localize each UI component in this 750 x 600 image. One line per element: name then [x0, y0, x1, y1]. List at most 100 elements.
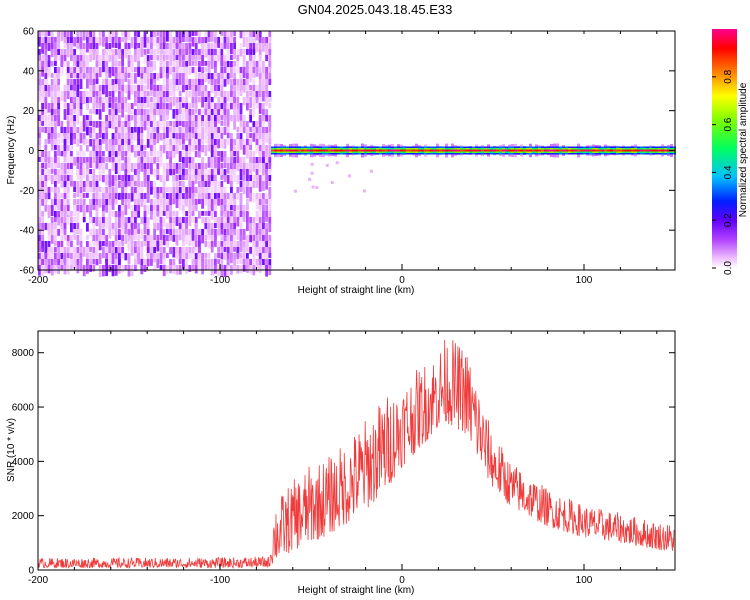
heatmap-noise-cell: [130, 235, 134, 245]
heatmap-noise-cell: [175, 163, 179, 171]
heatmap-noise-cell: [172, 223, 176, 230]
x-tick-label: -200: [28, 275, 48, 286]
heatmap-noise-cell: [194, 265, 198, 274]
heatmap-noise-cell: [268, 259, 272, 269]
heatmap-noise-cell: [217, 199, 220, 206]
heatmap-noise-cell: [182, 121, 185, 129]
heatmap-noise-cell: [105, 103, 108, 111]
heatmap-noise-cell: [79, 145, 83, 153]
heatmap-noise-cell: [246, 181, 249, 190]
heatmap-noise-cell: [150, 61, 153, 71]
heatmap-noise-cell: [79, 169, 83, 179]
heatmap-noise-cell: [191, 175, 195, 186]
heatmap-noise-cell: [95, 37, 99, 48]
heatmap-noise-cell: [223, 91, 227, 102]
heatmap-noise-cell: [268, 151, 272, 163]
heatmap-noise-cell: [166, 85, 169, 91]
heatmap-noise-cell: [194, 175, 198, 184]
heatmap-noise-cell: [124, 253, 128, 261]
heatmap-noise-cell: [166, 265, 169, 274]
heatmap-noise-cell: [137, 139, 140, 148]
heatmap-noise-cell: [194, 139, 198, 148]
heatmap-noise-cell: [265, 55, 268, 62]
heatmap-noise-cell: [127, 49, 131, 55]
heatmap-noise-cell: [50, 79, 54, 91]
heatmap-noise-cell: [191, 205, 195, 217]
heatmap-noise-cell: [127, 85, 131, 97]
heatmap-noise-cell: [153, 169, 156, 177]
heatmap-noise-cell: [175, 253, 179, 259]
heatmap-noise-cell: [143, 73, 147, 84]
heatmap-noise-cell: [146, 193, 150, 203]
heatmap-noise-cell: [156, 163, 160, 174]
heatmap-line-core: [388, 149, 391, 152]
heatmap-noise-cell: [217, 49, 220, 57]
heatmap-noise-cell: [41, 151, 44, 161]
heatmap-noise-cell: [188, 163, 192, 172]
heatmap-noise-cell: [63, 223, 67, 232]
heatmap-noise-cell: [47, 157, 51, 166]
heatmap-noise-cell: [210, 211, 214, 220]
heatmap-noise-cell: [137, 91, 140, 98]
heatmap-noise-cell: [265, 109, 268, 118]
heatmap-noise-cell: [137, 79, 140, 89]
heatmap-noise-cell: [70, 223, 73, 233]
x-tick-label: 100: [576, 275, 593, 286]
heatmap-noise-cell: [137, 61, 140, 73]
heatmap-noise-cell: [146, 241, 150, 251]
heatmap-sparse-cell: [325, 163, 329, 167]
heatmap-noise-cell: [124, 157, 128, 169]
heatmap-noise-cell: [268, 67, 272, 74]
heatmap-noise-cell: [220, 259, 224, 266]
heatmap-noise-cell: [210, 43, 214, 50]
heatmap-noise-cell: [143, 259, 147, 270]
heatmap-noise-cell: [156, 85, 160, 96]
heatmap-noise-cell: [98, 133, 102, 138]
heatmap-noise-cell: [153, 199, 156, 208]
heatmap-noise-cell: [108, 265, 112, 273]
heatmap-noise-cell: [57, 91, 60, 103]
heatmap-noise-cell: [239, 115, 243, 121]
heatmap-noise-cell: [258, 217, 262, 228]
heatmap-noise-cell: [220, 109, 224, 120]
heatmap-noise-cell: [70, 211, 73, 217]
heatmap-noise-cell: [102, 175, 105, 183]
heatmap-line-core: [277, 149, 280, 152]
heatmap-noise-cell: [210, 157, 214, 166]
heatmap-noise-cell: [265, 193, 268, 204]
heatmap-noise-cell: [89, 259, 92, 271]
heatmap-noise-cell: [239, 211, 243, 221]
heatmap-noise-cell: [44, 253, 48, 263]
heatmap-noise-cell: [207, 217, 211, 226]
heatmap-noise-cell: [201, 181, 204, 190]
heatmap-noise-cell: [105, 241, 108, 247]
heatmap-noise-cell: [54, 43, 57, 55]
heatmap-noise-cell: [252, 223, 256, 235]
heatmap-noise-cell: [98, 67, 102, 78]
heatmap-noise-cell: [166, 31, 169, 42]
heatmap-noise-cell: [102, 31, 105, 41]
heatmap-noise-cell: [201, 157, 204, 169]
heatmap-noise-cell: [217, 55, 220, 62]
heatmap-noise-cell: [191, 109, 195, 119]
heatmap-noise-cell: [153, 139, 156, 150]
heatmap-noise-cell: [95, 211, 99, 220]
y-tick-label: -40: [20, 226, 35, 237]
heatmap-line-core: [652, 149, 655, 152]
heatmap-noise-cell: [162, 139, 166, 150]
heatmap-noise-cell: [194, 205, 198, 211]
heatmap-noise-cell: [265, 97, 268, 106]
heatmap-noise-cell: [98, 169, 102, 179]
heatmap-noise-cell: [82, 163, 86, 175]
heatmap-noise-cell: [233, 67, 236, 73]
heatmap-noise-cell: [66, 127, 70, 138]
heatmap-noise-cell: [95, 253, 99, 259]
heatmap-noise-cell: [246, 163, 249, 174]
heatmap-noise-cell: [188, 157, 192, 164]
heatmap-noise-cell: [63, 217, 67, 228]
heatmap-noise-cell: [44, 97, 48, 104]
heatmap-noise-cell: [41, 85, 44, 95]
heatmap-noise-cell: [191, 67, 195, 73]
heatmap-noise-cell: [70, 145, 73, 152]
heatmap-noise-cell: [156, 169, 160, 178]
